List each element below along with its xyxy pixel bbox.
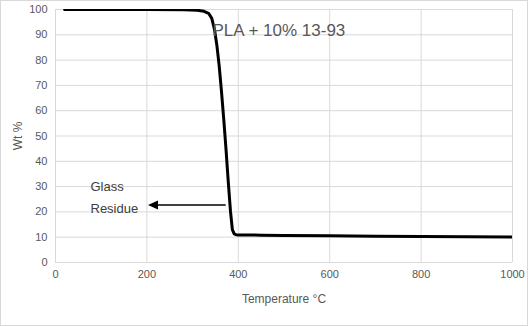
svg-text:10: 10 xyxy=(35,231,47,243)
svg-text:GlassResidue: GlassResidue xyxy=(91,179,139,216)
svg-text:800: 800 xyxy=(412,268,430,280)
svg-text:70: 70 xyxy=(35,79,47,91)
svg-text:50: 50 xyxy=(35,130,47,142)
svg-text:0: 0 xyxy=(52,268,58,280)
svg-text:Wt %: Wt % xyxy=(11,121,25,150)
svg-text:90: 90 xyxy=(35,28,47,40)
svg-text:400: 400 xyxy=(229,268,247,280)
svg-text:60: 60 xyxy=(35,104,47,116)
svg-text:40: 40 xyxy=(35,155,47,167)
svg-text:100: 100 xyxy=(29,3,47,15)
svg-text:20: 20 xyxy=(35,205,47,217)
svg-text:600: 600 xyxy=(321,268,339,280)
svg-text:200: 200 xyxy=(138,268,156,280)
svg-text:1000: 1000 xyxy=(500,268,524,280)
svg-text:Temperature °C: Temperature °C xyxy=(242,292,326,306)
svg-text:30: 30 xyxy=(35,180,47,192)
svg-text:0: 0 xyxy=(41,256,47,268)
svg-text:PLA + 10% 13-93: PLA + 10% 13-93 xyxy=(213,21,346,40)
svg-text:80: 80 xyxy=(35,54,47,66)
